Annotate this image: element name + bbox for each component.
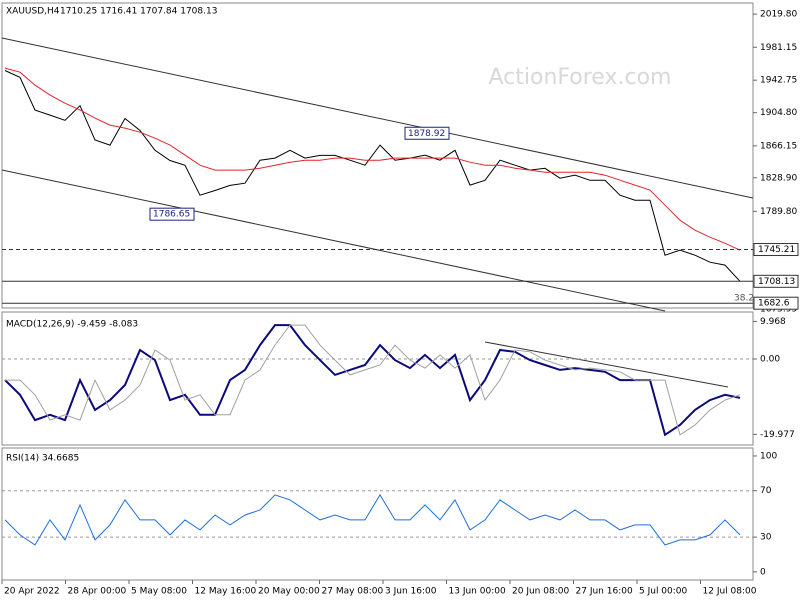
level-box	[753, 296, 799, 310]
x-tick-label: 3 Jun 16:00	[385, 587, 437, 597]
macd-pane	[1, 311, 754, 446]
rsi-pane	[1, 447, 754, 581]
series-line	[4, 70, 741, 282]
ohlc: 1710.25 1716.41 1707.84 1708.13	[60, 7, 217, 17]
macd-trendline	[484, 341, 729, 388]
y-tick-label: 1789.80	[760, 207, 797, 217]
y-tick-label: 2019.80	[760, 10, 797, 20]
y-tick-label: 30	[760, 533, 772, 543]
annotation-box	[149, 207, 195, 221]
x-tick-label: 5 May 08:00	[131, 587, 187, 597]
price-pane	[1, 2, 754, 309]
series-line	[4, 493, 741, 546]
level-box	[753, 243, 799, 257]
x-tick-label: 20 Apr 2022	[4, 587, 60, 597]
x-tick-label: 20 Jun 08:00	[512, 587, 569, 597]
y-tick-label: 70	[760, 486, 772, 496]
annotation-box	[404, 126, 450, 140]
x-tick-label: 13 Jun 00:00	[449, 587, 506, 597]
x-tick-label: 5 Jul 00:00	[639, 587, 688, 597]
y-tick-label: 1866.15	[760, 141, 797, 151]
y-tick-label: 100	[760, 451, 777, 461]
level-label: 1682.6	[758, 299, 790, 309]
watermark: ActionForex.com	[489, 65, 672, 90]
x-tick-label: 27 Jun 16:00	[576, 587, 633, 597]
series-line	[4, 67, 741, 251]
x-tick-label: 20 May 00:00	[258, 587, 320, 597]
y-tick-label: 1904.80	[760, 108, 797, 118]
rsi-label: RSI(14) 34.6685	[6, 454, 79, 464]
series-line	[5, 324, 741, 436]
channel-upper	[1, 37, 754, 199]
level-box	[753, 274, 799, 288]
y-tick-label: 1942.75	[760, 76, 797, 86]
y-tick-label: -19.977	[760, 430, 795, 440]
x-tick-label: 28 Apr 00:00	[68, 587, 127, 597]
fib-label: 38.2	[734, 294, 754, 304]
y-tick-label: 9.968	[760, 317, 786, 327]
x-tick-label: 12 May 16:00	[195, 587, 257, 597]
channel-lower	[1, 169, 666, 312]
macd-label: MACD(12,26,9) -9.459 -8.083	[6, 320, 138, 330]
y-tick-label: 1828.90	[760, 173, 797, 183]
y-tick-label: 1981.15	[760, 43, 797, 53]
y-tick-label: 0.00	[760, 355, 780, 365]
annotation: 1878.92	[408, 129, 445, 139]
x-tick-label: 12 Jul 08:00	[703, 587, 757, 597]
level-label: 1745.21	[758, 245, 795, 255]
symbol: XAUUSD,H4	[6, 7, 60, 17]
level-label: 1708.13	[758, 277, 795, 287]
series-line	[4, 324, 741, 437]
annotation: 1786.65	[153, 210, 190, 220]
x-tick-label: 27 May 08:00	[322, 587, 384, 597]
y-tick-label: 0	[760, 567, 766, 577]
